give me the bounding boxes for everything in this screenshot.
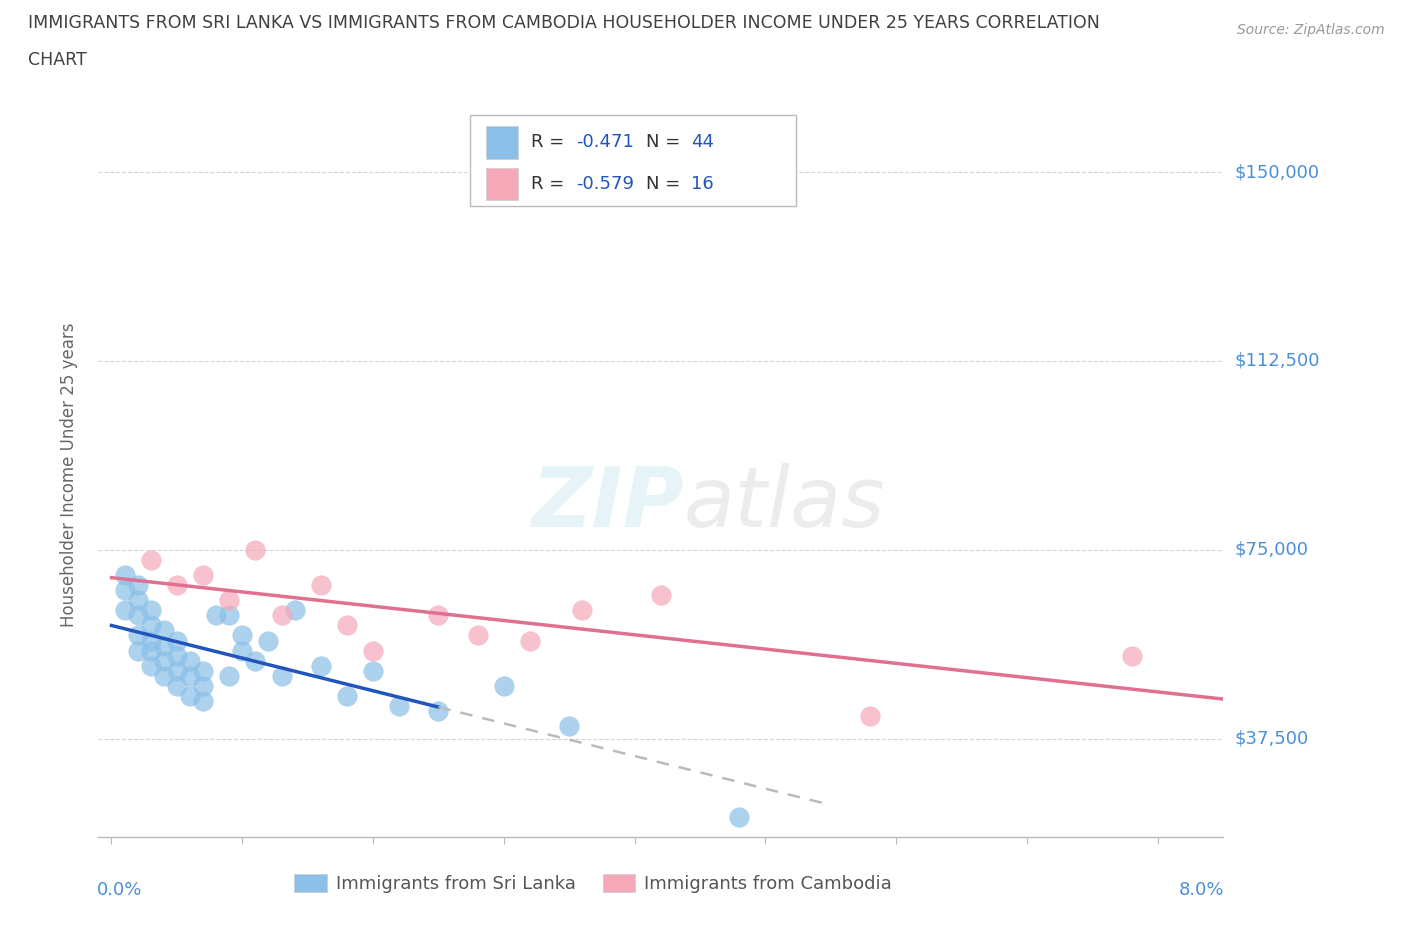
Point (427, 608, 450, 623)
Text: atlas: atlas (683, 463, 884, 544)
Point (153, 623, 176, 638)
Point (191, 694, 214, 709)
Point (127, 592, 149, 607)
Point (127, 608, 149, 623)
Point (1121, 648, 1143, 663)
Point (153, 669, 176, 684)
Point (245, 653, 267, 668)
Point (127, 628, 149, 643)
Text: $75,000: $75,000 (1234, 541, 1309, 559)
Point (127, 578, 149, 592)
Point (309, 578, 332, 592)
Point (191, 679, 214, 694)
Point (139, 658, 162, 673)
Point (127, 644, 149, 658)
Point (205, 608, 228, 623)
Point (166, 633, 188, 648)
Legend: Immigrants from Sri Lanka, Immigrants from Cambodia: Immigrants from Sri Lanka, Immigrants fr… (287, 868, 900, 900)
Point (361, 663, 384, 678)
Point (179, 653, 201, 668)
Point (153, 653, 176, 668)
Text: IMMIGRANTS FROM SRI LANKA VS IMMIGRANTS FROM CAMBODIA HOUSEHOLDER INCOME UNDER 2: IMMIGRANTS FROM SRI LANKA VS IMMIGRANTS … (28, 14, 1099, 32)
Point (139, 633, 162, 648)
Text: -0.579: -0.579 (576, 175, 634, 193)
Point (139, 644, 162, 658)
Point (361, 644, 384, 658)
Point (114, 603, 136, 618)
Point (309, 658, 332, 673)
Point (492, 679, 515, 694)
Point (191, 567, 214, 582)
Point (139, 618, 162, 633)
Point (728, 809, 751, 824)
Text: 0.0%: 0.0% (97, 881, 142, 898)
Point (427, 704, 450, 719)
Point (284, 603, 307, 618)
Point (179, 688, 201, 703)
Point (336, 618, 359, 633)
Text: N =: N = (647, 175, 686, 193)
Text: 16: 16 (692, 175, 714, 193)
Bar (486, 167, 517, 200)
Point (519, 633, 541, 648)
Text: $112,500: $112,500 (1234, 352, 1320, 370)
Point (166, 578, 188, 592)
Text: $150,000: $150,000 (1234, 163, 1320, 181)
Point (558, 719, 581, 734)
Text: Source: ZipAtlas.com: Source: ZipAtlas.com (1237, 23, 1385, 37)
Text: -0.471: -0.471 (576, 133, 634, 152)
Bar (486, 126, 517, 158)
Point (231, 628, 253, 643)
Point (388, 698, 411, 713)
Point (114, 583, 136, 598)
Point (166, 663, 188, 678)
Point (191, 663, 214, 678)
Y-axis label: Householder Income Under 25 years: Householder Income Under 25 years (59, 322, 77, 627)
Text: N =: N = (647, 133, 686, 152)
Text: $37,500: $37,500 (1234, 730, 1309, 748)
Point (153, 638, 176, 653)
Point (859, 709, 882, 724)
Text: R =: R = (531, 133, 571, 152)
Point (139, 603, 162, 618)
Text: ZIP: ZIP (530, 463, 683, 544)
Point (336, 688, 359, 703)
Point (166, 648, 188, 663)
Point (231, 644, 253, 658)
Point (218, 592, 240, 607)
Text: 44: 44 (692, 133, 714, 152)
FancyBboxPatch shape (470, 115, 796, 206)
Point (650, 588, 672, 603)
Point (270, 608, 292, 623)
Point (245, 542, 267, 557)
Point (114, 567, 136, 582)
Point (571, 603, 593, 618)
Point (467, 628, 489, 643)
Text: 8.0%: 8.0% (1178, 881, 1225, 898)
Point (257, 633, 280, 648)
Point (218, 669, 240, 684)
Point (179, 669, 201, 684)
Text: R =: R = (531, 175, 571, 193)
Point (166, 679, 188, 694)
Point (270, 669, 292, 684)
Text: CHART: CHART (28, 51, 87, 69)
Point (139, 552, 162, 567)
Point (218, 608, 240, 623)
